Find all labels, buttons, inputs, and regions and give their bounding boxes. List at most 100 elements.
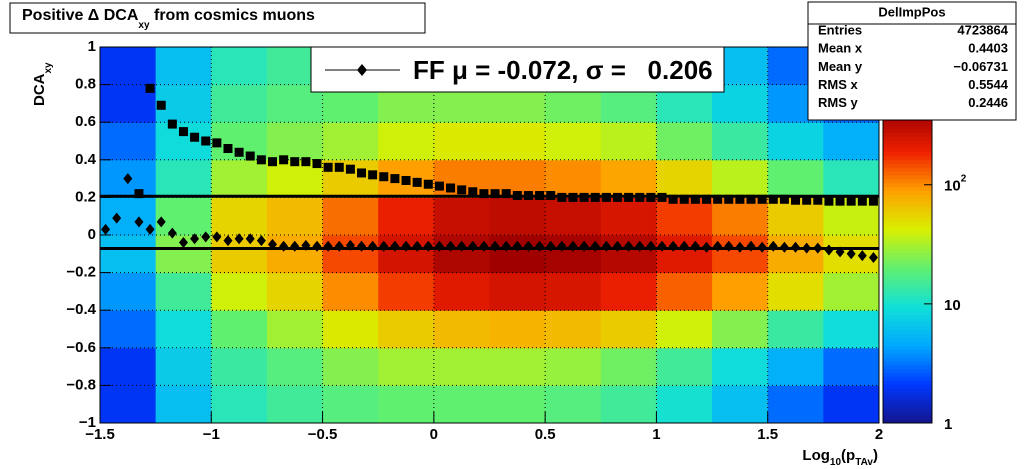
heat-cell — [322, 385, 379, 424]
heat-cell — [322, 197, 379, 236]
diamond-marker — [857, 250, 867, 262]
diamond-marker — [357, 240, 367, 252]
heat-cell — [433, 385, 490, 424]
heat-cell — [322, 347, 379, 386]
diamond-marker — [813, 242, 823, 254]
diamond-marker — [868, 252, 878, 264]
square-marker — [702, 194, 712, 204]
diamond-marker — [590, 240, 600, 252]
square-marker — [557, 192, 567, 202]
stats-title: DelImpPos — [878, 4, 945, 19]
diamond-marker — [635, 240, 645, 252]
square-marker — [590, 192, 600, 202]
y-tick-label: 1 — [88, 38, 96, 55]
colorbar-step — [883, 392, 932, 397]
heat-cell — [823, 272, 880, 311]
square-marker — [735, 194, 745, 204]
heat-cell — [767, 272, 824, 311]
title-box — [9, 2, 426, 34]
heat-cell — [266, 385, 324, 424]
heat-cell — [378, 197, 435, 236]
stats-label: RMS x — [818, 77, 859, 92]
heat-cell — [545, 122, 602, 161]
heat-cell — [378, 235, 435, 274]
x-axis-label: Log10(pTAv) — [802, 447, 878, 468]
axes: −1.5 −1 −0.5 0 0.5 1 1.5 2−1−0.8−0.6−0.4−0.200.… — [66, 38, 883, 443]
chart-title: Positive Δ DCAxy from cosmics muons — [22, 7, 315, 30]
square-marker — [713, 194, 723, 204]
square-marker — [846, 196, 856, 206]
diamond-marker — [267, 238, 277, 250]
square-marker — [490, 189, 500, 199]
square-marker — [546, 191, 556, 201]
square-marker — [134, 189, 144, 199]
heat-cell — [545, 310, 602, 349]
z-tick-label: 102 — [944, 173, 967, 194]
colorbar-step — [883, 279, 932, 284]
colorbar-step — [883, 395, 932, 401]
heat-cell — [211, 310, 268, 349]
heat-cell — [155, 197, 212, 236]
x-tick-label: −0.5 — [308, 426, 338, 443]
diamond-marker — [323, 240, 333, 252]
square-marker — [601, 192, 611, 202]
colorbar-step — [883, 225, 932, 230]
heat-cell — [656, 310, 713, 349]
colorbar-step — [883, 306, 932, 312]
stats-label: Entries — [818, 22, 862, 37]
diamond-marker — [401, 240, 411, 252]
heat-cell — [100, 122, 157, 161]
stats-label: RMS y — [818, 95, 859, 110]
heat-cell — [433, 310, 490, 349]
colorbar-step — [883, 233, 932, 238]
square-marker — [779, 194, 789, 204]
colorbar-step — [883, 252, 932, 257]
colorbar-step — [883, 419, 932, 424]
diamond-marker — [679, 240, 689, 252]
colorbar-step — [883, 151, 932, 157]
diamond-marker — [190, 233, 200, 245]
heat-cell — [545, 235, 602, 274]
label-sub: 10 — [830, 457, 842, 468]
diamond-marker — [579, 240, 589, 252]
heat-cell — [100, 347, 157, 386]
heat-cell — [266, 197, 324, 236]
diamond-marker — [123, 173, 133, 185]
colorbar-step — [883, 186, 932, 191]
x-tick-label: 0.5 — [535, 426, 556, 443]
square-marker — [412, 177, 422, 187]
square-marker — [813, 195, 823, 205]
heat-cell — [378, 122, 435, 161]
diamond-marker — [134, 216, 144, 228]
square-marker — [145, 83, 155, 93]
stats-rows: Entries 4723864 Mean x 0.4403 Mean y −0.06731… — [818, 22, 1009, 110]
label-part: ) — [873, 447, 878, 464]
square-marker — [568, 192, 578, 202]
z-tick-base: 10 — [944, 297, 961, 314]
colorbar-step — [883, 314, 932, 319]
diamond-marker — [468, 240, 478, 252]
diamond-marker — [779, 241, 789, 253]
heat-cell — [211, 47, 268, 86]
diamond-marker — [412, 240, 422, 252]
heat-cell — [712, 122, 769, 161]
diamond-marker — [112, 212, 122, 224]
colorbar-step — [883, 353, 932, 358]
diamond-marker — [713, 240, 723, 252]
colorbar-step — [883, 248, 932, 253]
colorbar-step — [883, 256, 932, 261]
heat-cell — [100, 310, 157, 349]
square-marker — [690, 194, 700, 204]
colorbar-step — [883, 399, 932, 405]
heat-cell — [489, 272, 546, 311]
heat-cell — [656, 272, 713, 311]
colorbar-step — [883, 206, 932, 211]
diamond-marker — [101, 223, 111, 235]
heat-cell — [600, 385, 657, 424]
square-marker — [512, 191, 522, 201]
square-marker — [345, 164, 355, 174]
square-marker — [178, 127, 188, 137]
diamond-marker — [290, 240, 300, 252]
colorbar-step — [883, 411, 932, 416]
square-marker — [857, 196, 867, 206]
